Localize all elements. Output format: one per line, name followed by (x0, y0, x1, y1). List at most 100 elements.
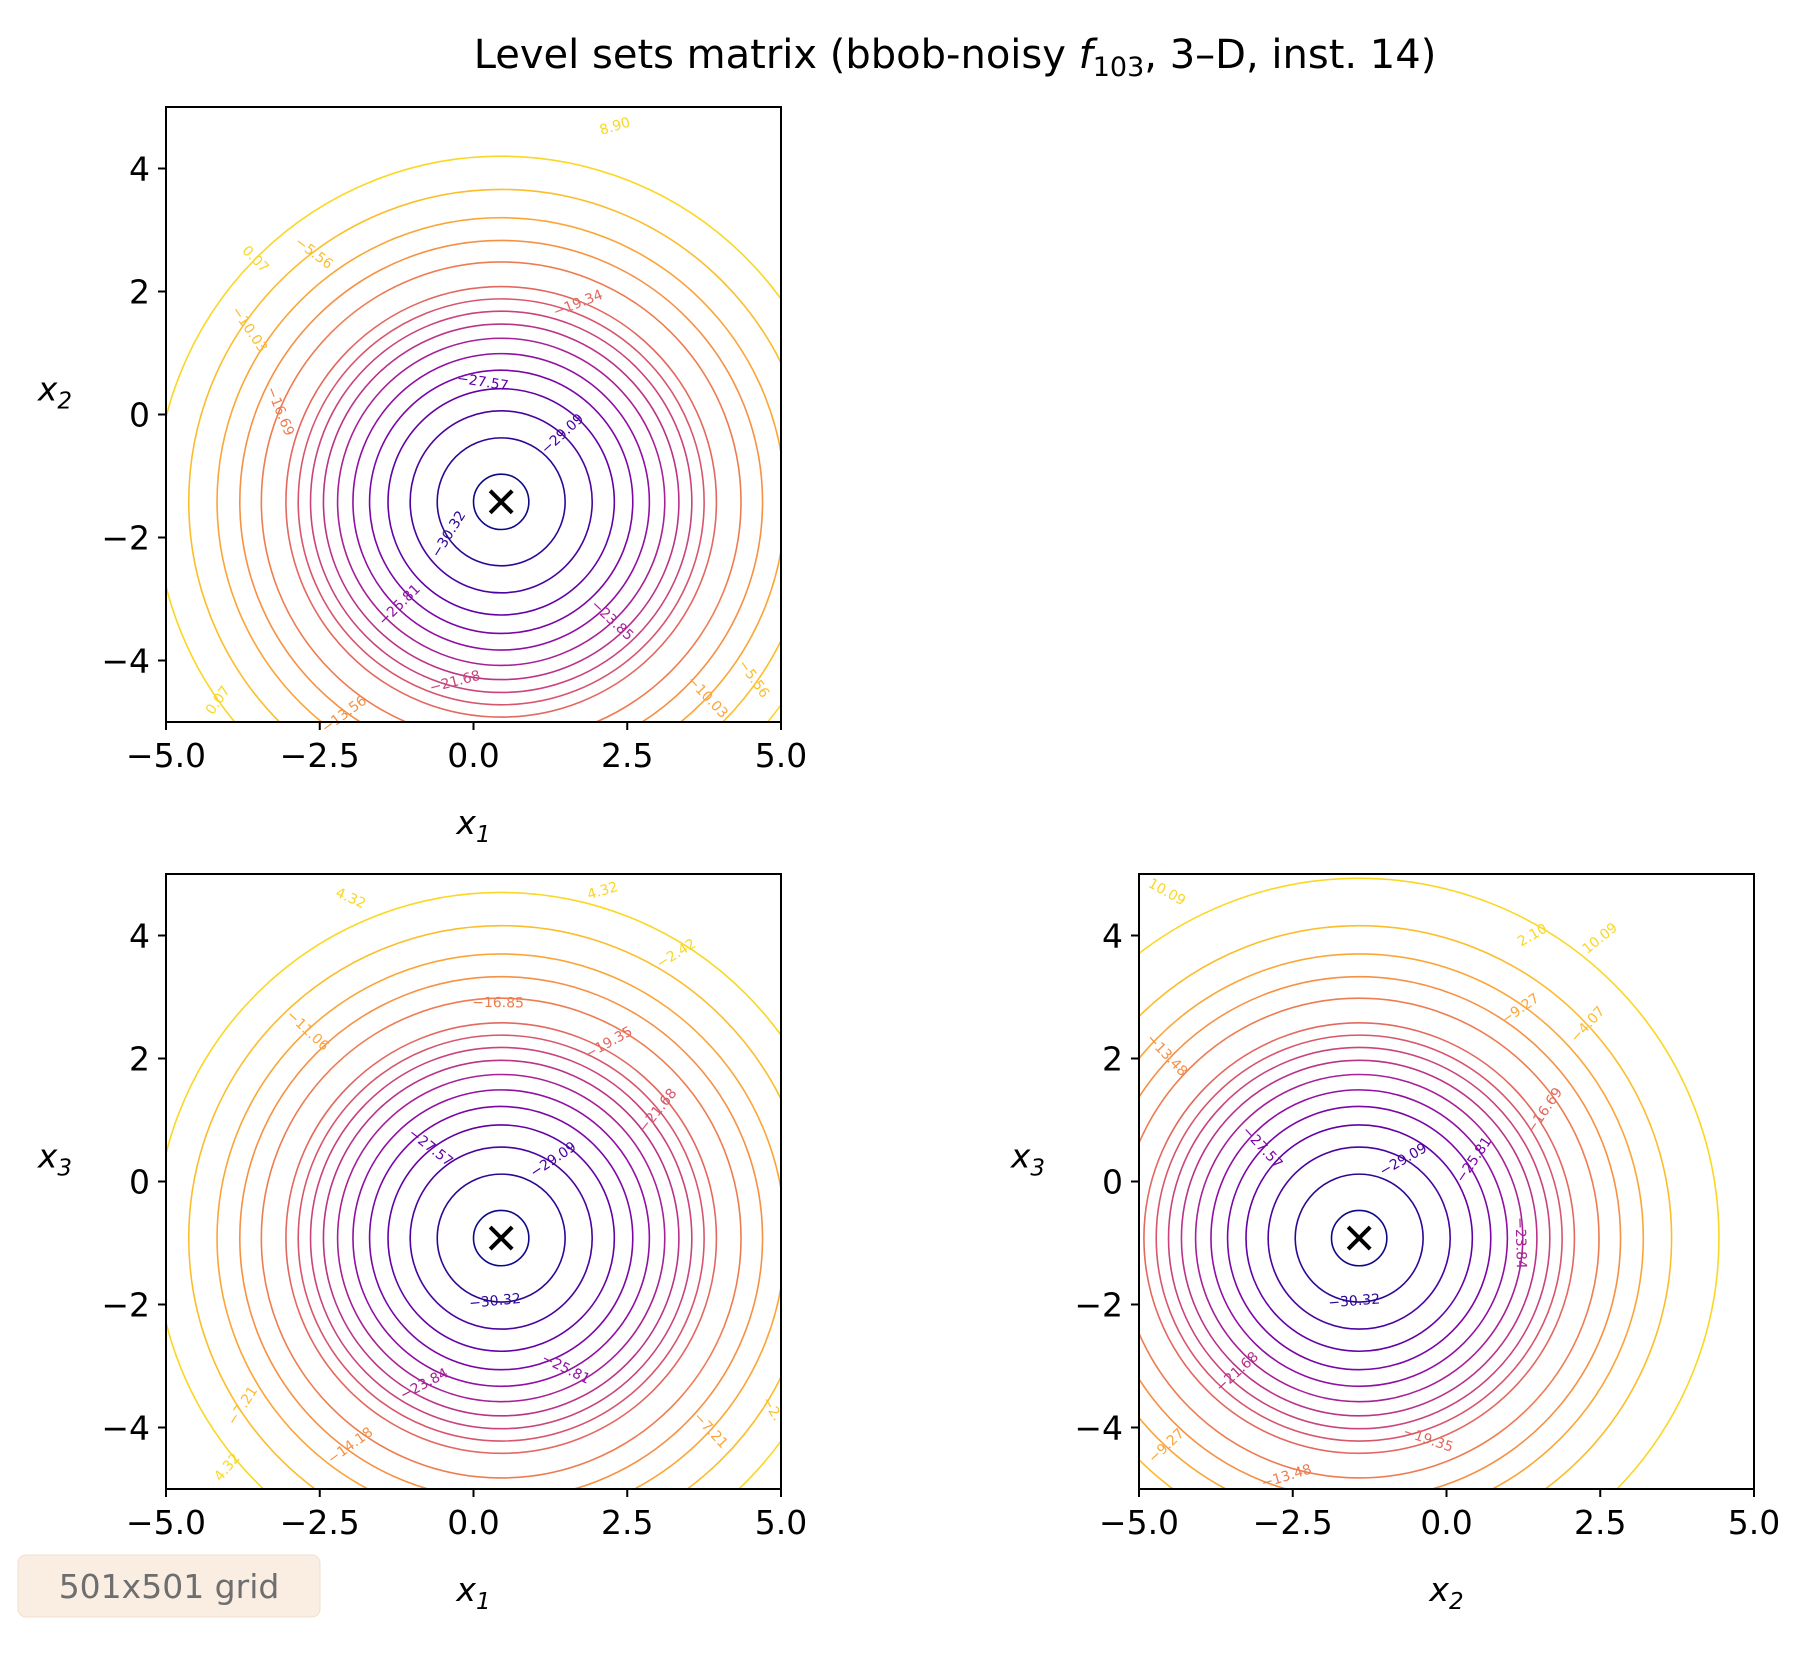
optimum-marker (488, 1225, 514, 1251)
y-tick-label: 0 (129, 396, 150, 435)
contour-label: −27.57 (1239, 1123, 1286, 1172)
contour-line (352, 1089, 651, 1388)
x-tick-label: −5.0 (126, 736, 206, 775)
x-tick-label: 0.0 (447, 736, 499, 775)
contour-line (368, 1105, 634, 1371)
contour-line (260, 997, 742, 1479)
contour-line (216, 953, 781, 1489)
contour-line (472, 473, 530, 531)
x-axis-ticks: −5.0 −2.5 0.0 2.5 5.0 (1099, 1489, 1780, 1542)
contour-line (1143, 1022, 1576, 1455)
x-axis-ticks: −5.0 −2.5 0.0 2.5 5.0 (126, 1489, 807, 1542)
y-axis-ticks: −4 −2 0 2 4 (101, 917, 166, 1448)
contour-label: −14.18 (325, 1424, 376, 1467)
contour-line (309, 1046, 693, 1430)
y-tick-label: 2 (1102, 1040, 1123, 1079)
y-tick-label: 0 (1102, 1163, 1123, 1202)
contour-line (285, 285, 718, 718)
contour-line (239, 239, 764, 722)
contour-label: −19.35 (582, 1024, 635, 1063)
contour-label: −30.32 (468, 1291, 521, 1312)
x-tick-label: 0.0 (447, 1503, 499, 1542)
grid-size-badge: 501x501 grid (17, 1554, 321, 1618)
contour-label: 10.09 (1145, 876, 1188, 909)
contour-label: −21.68 (428, 668, 482, 696)
contour-label: −29.09 (527, 1139, 579, 1181)
contour-line (1139, 997, 1600, 1479)
grid-size-badge-text: 501x501 grid (59, 1567, 280, 1606)
contour-line (409, 1146, 593, 1330)
contour-label: 4.32 (211, 1450, 243, 1484)
contour-line (436, 437, 566, 567)
contour-panel-x1-x2: 8.90 0.07 −5.56 −10.03 −16.69 −19.34 −27.57 −29… (37, 106, 807, 848)
contour-line (188, 188, 781, 722)
contour-line (1139, 924, 1673, 1489)
y-axis-label: x2 (37, 370, 72, 415)
contour-line (1155, 1034, 1563, 1442)
contour-line (336, 337, 666, 667)
contour-line (1267, 1146, 1451, 1330)
y-axis-label: x3 (37, 1137, 72, 1182)
contour-label: −27.57 (456, 371, 510, 395)
y-tick-label: −2 (1074, 1286, 1123, 1325)
contour-label: −21.68 (1213, 1349, 1262, 1396)
contour-line (166, 155, 781, 722)
x-axis-label: x1 (455, 1570, 490, 1615)
x-tick-label: 5.0 (755, 736, 807, 775)
contour-line (322, 1059, 680, 1417)
contour-line (1180, 1059, 1538, 1417)
contour-line (297, 298, 705, 706)
contour-label: −29.09 (1377, 1140, 1430, 1180)
contour-labels: 4.32 4.32−2.42−11.06−16.85−19.35−21.68−27… (211, 879, 785, 1484)
title-subscript: 103 (1093, 52, 1145, 83)
x-tick-label: 2.5 (1574, 1503, 1626, 1542)
contour-line (1139, 877, 1720, 1489)
contour-label: 4.32 (333, 885, 368, 912)
contour-line (297, 1034, 705, 1442)
contour-label: −9.27 (1498, 990, 1542, 1028)
contour-label: −10.03 (228, 304, 270, 356)
contour-label: −16.85 (472, 995, 524, 1012)
contour-label: −5.56 (292, 234, 336, 273)
contour-line (260, 261, 742, 722)
contour-label: −27.57 (405, 1125, 456, 1170)
contour-line (436, 1173, 566, 1303)
contour-label: −2.42 (654, 936, 699, 972)
contour-label: −13.56 (319, 693, 370, 737)
contour-label: 2.10 (1515, 921, 1550, 950)
y-axis-ticks: −4 −2 0 2 4 (101, 150, 166, 681)
contour-label: −13.48 (1143, 1031, 1190, 1080)
contour-lines (166, 891, 781, 1489)
y-tick-label: −4 (1074, 1409, 1123, 1448)
contour-label: −19.34 (551, 287, 605, 321)
optimum-marker (1346, 1225, 1372, 1251)
y-tick-label: −4 (101, 1409, 150, 1448)
x-tick-label: −5.0 (126, 1503, 206, 1542)
y-tick-label: 4 (1102, 917, 1123, 956)
contour-line (1294, 1173, 1424, 1303)
contour-label: 4.32 (585, 879, 619, 903)
y-tick-label: −4 (101, 642, 150, 681)
contour-label: 8.90 (598, 115, 632, 139)
contour-line (285, 1022, 718, 1455)
contour-line (1245, 1124, 1474, 1353)
x-axis-label: x1 (455, 803, 490, 848)
contour-label: 0.07 (203, 683, 234, 718)
x-tick-label: 0.0 (1420, 1503, 1472, 1542)
x-axis-label: x2 (1428, 1570, 1463, 1615)
contour-label: 10.09 (1580, 920, 1621, 958)
x-tick-label: 5.0 (755, 1503, 807, 1542)
contour-line (309, 310, 693, 694)
contour-label: −23.84 (1512, 1217, 1530, 1269)
contour-lines (1139, 877, 1720, 1489)
x-tick-label: 2.5 (601, 1503, 653, 1542)
contour-line (1210, 1089, 1509, 1388)
contour-label: −30.32 (1328, 1291, 1381, 1311)
x-tick-label: −2.5 (280, 736, 360, 775)
contour-line (1139, 975, 1622, 1489)
contour-line (188, 924, 781, 1489)
x-tick-label: 2.5 (601, 736, 653, 775)
y-tick-label: 4 (129, 917, 150, 956)
